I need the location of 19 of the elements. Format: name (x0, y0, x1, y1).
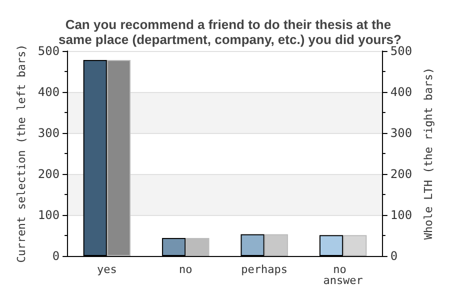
y2-tick-label: 300 (390, 126, 412, 140)
y2-tick-label: 500 (390, 44, 412, 58)
x-tick-label: no (179, 263, 192, 276)
y-tick-label: 0 (52, 249, 60, 263)
x-tick-label: yes (96, 263, 117, 276)
y2-tick-label: 400 (390, 85, 412, 99)
y2-tick-label: 100 (390, 208, 412, 222)
y-tick-label: 300 (38, 126, 60, 140)
y-tick-label: 200 (38, 167, 60, 181)
chart-title: Can you recommend a friend to do their thesis at the same place (department, company, etc.) you did yours? (58, 17, 402, 47)
y2-tick-label: 200 (390, 167, 412, 181)
y-tick-label: 500 (38, 44, 60, 58)
x-tick-label: no answer (323, 263, 364, 287)
x-tick-label: perhaps (241, 263, 288, 276)
y-axis-title: Current selection (the left bars) (15, 44, 28, 263)
y2-tick-label: 0 (390, 249, 398, 263)
y2-axis-title: Whole LTH (the right bars) (422, 67, 435, 240)
y-tick-label: 400 (38, 85, 60, 99)
y-tick-label: 100 (38, 208, 60, 222)
